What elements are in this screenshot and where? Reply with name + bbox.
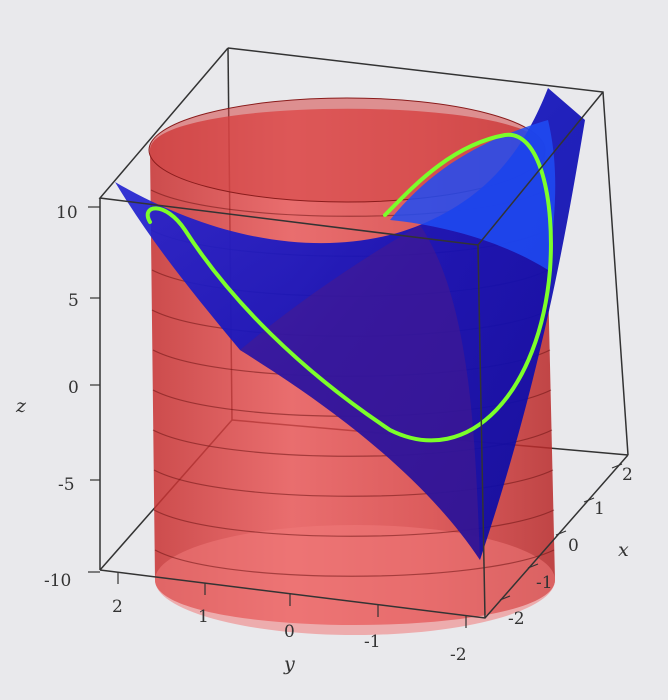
z-tick-label: 0 [68,378,79,398]
x-axis-ticks [499,463,623,601]
x-tick-label: 2 [622,465,633,485]
y-tick-label: -1 [364,632,381,652]
x-tick-label: -1 [536,573,553,593]
x-axis-labels: 2 1 0 -1 -2 [508,465,633,629]
z-tick-label: 10 [56,203,78,223]
saddle-surface [115,88,585,560]
z-tick-label: -10 [44,571,71,591]
x-axis-label: x [618,539,629,561]
y-tick-label: -2 [450,645,467,665]
y-tick-label: 2 [112,597,123,617]
z-axis-labels: 10 5 0 -5 -10 [44,203,79,591]
z-tick-label: -5 [58,475,75,495]
x-tick-label: 0 [568,536,579,556]
y-axis-labels: 2 1 0 -1 -2 [112,597,467,665]
z-tick-label: 5 [68,291,79,311]
bounding-box-front [98,47,629,619]
z-axis-label: z [15,395,27,417]
z-axis-ticks [88,206,100,573]
y-axis-ticks [117,572,467,628]
y-tick-label: 1 [198,607,209,627]
x-tick-label: -2 [508,609,525,629]
intersection-curve [145,132,553,443]
x-tick-label: 1 [594,499,605,519]
y-tick-label: 0 [284,622,295,642]
y-axis-label: y [283,653,295,675]
